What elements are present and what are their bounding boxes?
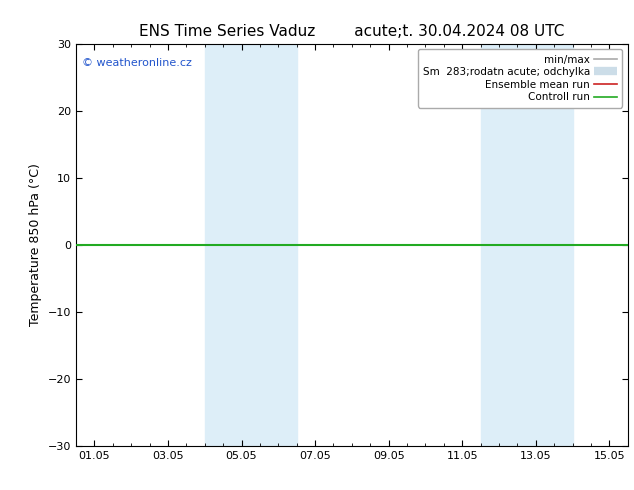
Y-axis label: Temperature 850 hPa (°C): Temperature 850 hPa (°C) (29, 164, 42, 326)
Title: ENS Time Series Vaduz        acute;t. 30.04.2024 08 UTC: ENS Time Series Vaduz acute;t. 30.04.202… (139, 24, 564, 39)
Bar (205, 44, 297, 446)
Legend: min/max, Sm  283;rodatn acute; odchylka, Ensemble mean run, Controll run: min/max, Sm 283;rodatn acute; odchylka, … (418, 49, 623, 107)
Bar (481, 44, 573, 446)
Text: © weatheronline.cz: © weatheronline.cz (82, 58, 191, 68)
